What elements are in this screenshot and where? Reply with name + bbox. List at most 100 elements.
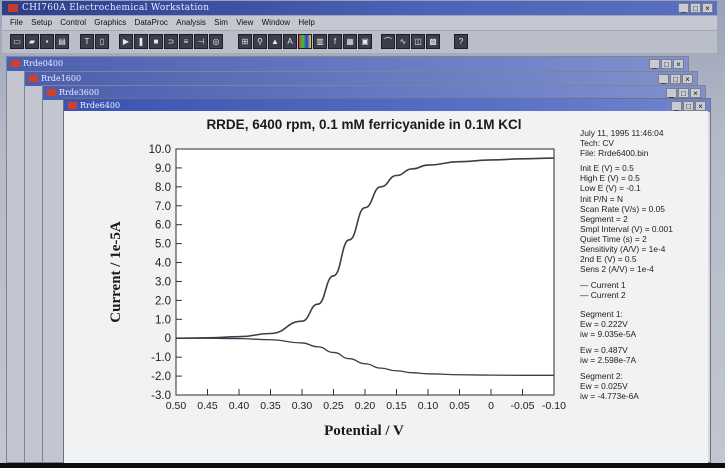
y-tick-label: 6.0 [155, 220, 171, 232]
menu-analysis[interactable]: Analysis [176, 18, 206, 27]
parameters-icon[interactable]: ▯ [95, 34, 109, 49]
peak-icon[interactable]: A [283, 34, 297, 49]
grid-icon[interactable]: ▩ [426, 34, 440, 49]
menu-setup[interactable]: Setup [31, 18, 53, 27]
data-list-icon[interactable]: ▦ [343, 34, 357, 49]
param-high-e: High E (V) = 0.5 [580, 173, 640, 184]
plot-panel: RRDE, 6400 rpm, 0.1 mM ferricyanide in 0… [64, 111, 708, 463]
y-tick-label: 7.0 [155, 201, 171, 213]
filter-icon[interactable]: ⊣ [194, 34, 208, 49]
maximize-button[interactable]: □ [670, 74, 681, 84]
y-tick-label: 10.0 [149, 144, 171, 156]
minimize-button[interactable]: _ [658, 74, 669, 84]
file-name: File: Rrde6400.bin [580, 148, 649, 159]
maximize-button[interactable]: □ [661, 59, 672, 69]
x-tick-label: 0.15 [386, 400, 407, 412]
help-icon[interactable]: ? [454, 34, 468, 49]
open-icon[interactable]: ▰ [25, 34, 39, 49]
y-axis-label: Current / 1e-5A [108, 221, 124, 323]
menu-file[interactable]: File [10, 18, 23, 27]
close-button[interactable]: × [690, 88, 701, 98]
pause-icon[interactable]: ❚ [134, 34, 148, 49]
menu-help[interactable]: Help [298, 18, 315, 27]
stop-icon[interactable]: ■ [149, 34, 163, 49]
close-button[interactable]: × [673, 59, 684, 69]
segment2-title: Segment 2: [580, 370, 623, 381]
segment1-ew: Ew = 0.222V [580, 318, 628, 329]
integrate-icon[interactable]: ∿ [396, 34, 410, 49]
y-tick-label: 2.0 [155, 295, 171, 307]
x-tick-label: 0 [488, 400, 494, 412]
window-controls: _ □ × [649, 59, 684, 69]
print-icon[interactable]: ▤ [55, 34, 69, 49]
segment2-ew: Ew = 0.025V [580, 381, 628, 392]
convolution-icon[interactable]: ◫ [411, 34, 425, 49]
menu-view[interactable]: View [236, 18, 254, 27]
minimize-button[interactable]: _ [671, 101, 682, 111]
legend-line: — [580, 290, 591, 301]
reverse-icon[interactable]: ⊃ [164, 34, 178, 49]
window-controls: _ □ × [658, 74, 693, 84]
segment1b-ew: Ew = 0.487V [580, 344, 628, 355]
manual-result-icon[interactable]: ▲ [268, 34, 282, 49]
graph-icon[interactable]: ⊞ [238, 34, 252, 49]
close-button[interactable]: × [702, 3, 713, 13]
window-caption: Rrde6400 _ □ × [64, 99, 710, 112]
save-icon[interactable]: ▪ [40, 34, 54, 49]
param-low-e: Low E (V) = -0.1 [580, 183, 641, 194]
y-tick-label: 5.0 [155, 239, 171, 251]
segment1b-iw: iw = 2.598e-7A [580, 354, 637, 365]
menu-control[interactable]: Control [60, 18, 87, 27]
window-icon [47, 89, 56, 96]
legend-item: — Current 1 [580, 280, 710, 290]
cell-icon[interactable]: ◎ [209, 34, 223, 49]
segment2-iw: iw = -4.773e-6A [580, 391, 639, 402]
zoom-icon[interactable]: ⚲ [253, 34, 267, 49]
y-tick-label: -2.0 [151, 371, 171, 383]
x-tick-label: 0.50 [166, 400, 187, 412]
menu-window[interactable]: Window [261, 18, 291, 27]
close-button[interactable]: × [695, 101, 706, 111]
run-icon[interactable]: ▶ [119, 34, 133, 49]
menu-dataproc[interactable]: DataProc [134, 18, 168, 27]
param-init-pn: Init P/N = N [580, 193, 624, 204]
close-button[interactable]: × [682, 74, 693, 84]
menu-graphics[interactable]: Graphics [94, 18, 127, 27]
param-init-e: Init E (V) = 0.5 [580, 163, 634, 174]
legend-line: — [580, 280, 591, 291]
param-sample-interval: Smpl Interval (V) = 0.001 [580, 223, 673, 234]
minimize-button[interactable]: _ [649, 59, 660, 69]
maximize-button[interactable]: □ [683, 101, 694, 111]
derivative-icon[interactable]: ⌒ [381, 34, 395, 49]
maximize-button[interactable]: □ [690, 3, 701, 13]
maximize-button[interactable]: □ [678, 88, 689, 98]
color-icon[interactable] [298, 34, 312, 49]
window-caption: Rrde0400 _ □ × [7, 57, 688, 71]
plot-frame [175, 148, 555, 396]
x-tick-label: 0.05 [449, 400, 470, 412]
minimize-button[interactable]: _ [678, 3, 689, 13]
cv-chart: RRDE, 6400 rpm, 0.1 mM ferricyanide in 0… [108, 117, 566, 439]
app-title-bar: CHI760A Electrochemical Workstation _ □ … [2, 1, 717, 15]
font-icon[interactable]: ▥ [313, 34, 327, 49]
minimize-button[interactable]: _ [666, 88, 677, 98]
traces [175, 157, 555, 376]
new-file-icon[interactable]: ▭ [10, 34, 24, 49]
legend-item: — Current 2 [580, 290, 710, 300]
window-controls: _ □ × [666, 88, 701, 98]
x-tick-label: 0.45 [197, 400, 218, 412]
date-time: July 11, 1995 11:46:04 [580, 128, 664, 138]
copy-icon[interactable]: f [328, 34, 342, 49]
ir-comp-icon[interactable]: ≡ [179, 34, 193, 49]
technique-icon[interactable]: T [80, 34, 94, 49]
menu-sim[interactable]: Sim [214, 18, 228, 27]
x-tick-label: 0.25 [323, 400, 344, 412]
y-tick-label: 3.0 [155, 276, 171, 288]
menu-bar: File Setup Control Graphics DataProc Ana… [2, 16, 717, 30]
x-axis: 0.50 0.45 0.40 0.35 0.30 0.25 0.20 0.15 0.10 0.05… [166, 389, 566, 412]
param-quiet-time: Quiet Time (s) = 2 [580, 233, 647, 244]
x-tick-label: -0.10 [542, 400, 566, 412]
x-tick-label: -0.05 [511, 400, 535, 412]
smooth-icon[interactable]: ▣ [358, 34, 372, 49]
y-tick-label: -1.0 [151, 352, 171, 364]
